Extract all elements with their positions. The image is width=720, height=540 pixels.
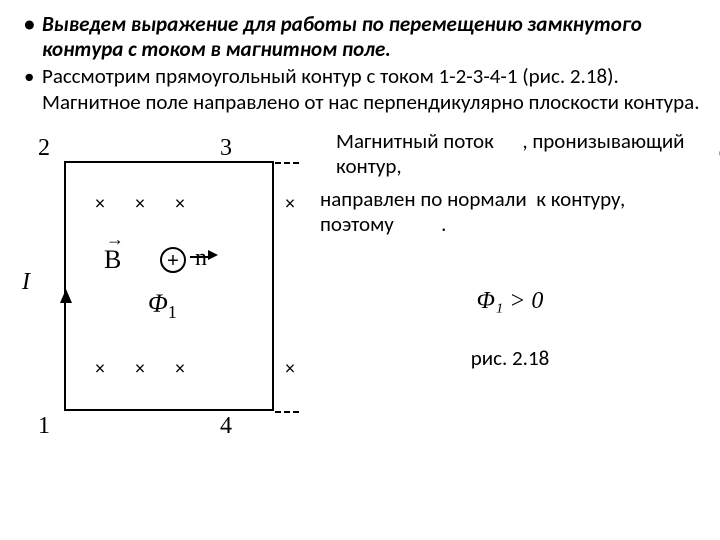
formula-phi-gt-zero: Φ₁ > 0	[320, 288, 700, 315]
phi-1-label: Φ1	[148, 289, 177, 323]
vertex-3-label: 3	[220, 135, 232, 162]
dash-top	[275, 162, 299, 164]
field-x-icon: ×	[285, 358, 296, 379]
field-x-icon: ×	[175, 193, 186, 214]
field-x-icon: ×	[95, 358, 106, 379]
field-x-icon: ×	[135, 358, 146, 379]
content-row: 2 3 1 4 I × × × × × × × × + → B	[20, 123, 700, 449]
normal-into-page-icon: +	[160, 247, 186, 273]
field-x-icon: ×	[175, 358, 186, 379]
bullet-1: Выведем выражение для работы по перемеще…	[20, 12, 700, 62]
n-arrow-icon	[208, 250, 218, 260]
current-arrow-icon	[60, 289, 72, 303]
current-I-label: I	[22, 269, 30, 296]
figure-2-18: 2 3 1 4 I × × × × × × × × + → B	[20, 129, 300, 449]
vertex-1-label: 1	[38, 413, 50, 440]
bullet-list: Выведем выражение для работы по перемеще…	[20, 12, 700, 115]
field-x-icon: ×	[285, 193, 296, 214]
dash-bottom	[275, 411, 299, 413]
text-column: Магнитный поток , пронизывающий контур, …	[320, 123, 700, 449]
field-x-icon: ×	[95, 193, 106, 214]
figure-column: 2 3 1 4 I × × × × × × × × + → B	[20, 123, 310, 449]
bullet-2: Рассмотрим прямоугольный контур с током …	[20, 64, 700, 114]
field-x-icon: ×	[135, 193, 146, 214]
n-label: n	[195, 245, 207, 272]
vertex-2-label: 2	[38, 135, 50, 162]
para-flux-2: направлен по нормали к контуру, поэтому …	[320, 187, 700, 237]
para-flux-1: Магнитный поток , пронизывающий контур,	[320, 129, 700, 179]
vertex-4-label: 4	[220, 413, 232, 440]
B-label: B	[104, 245, 121, 275]
figure-caption: рис. 2.18	[320, 345, 700, 371]
